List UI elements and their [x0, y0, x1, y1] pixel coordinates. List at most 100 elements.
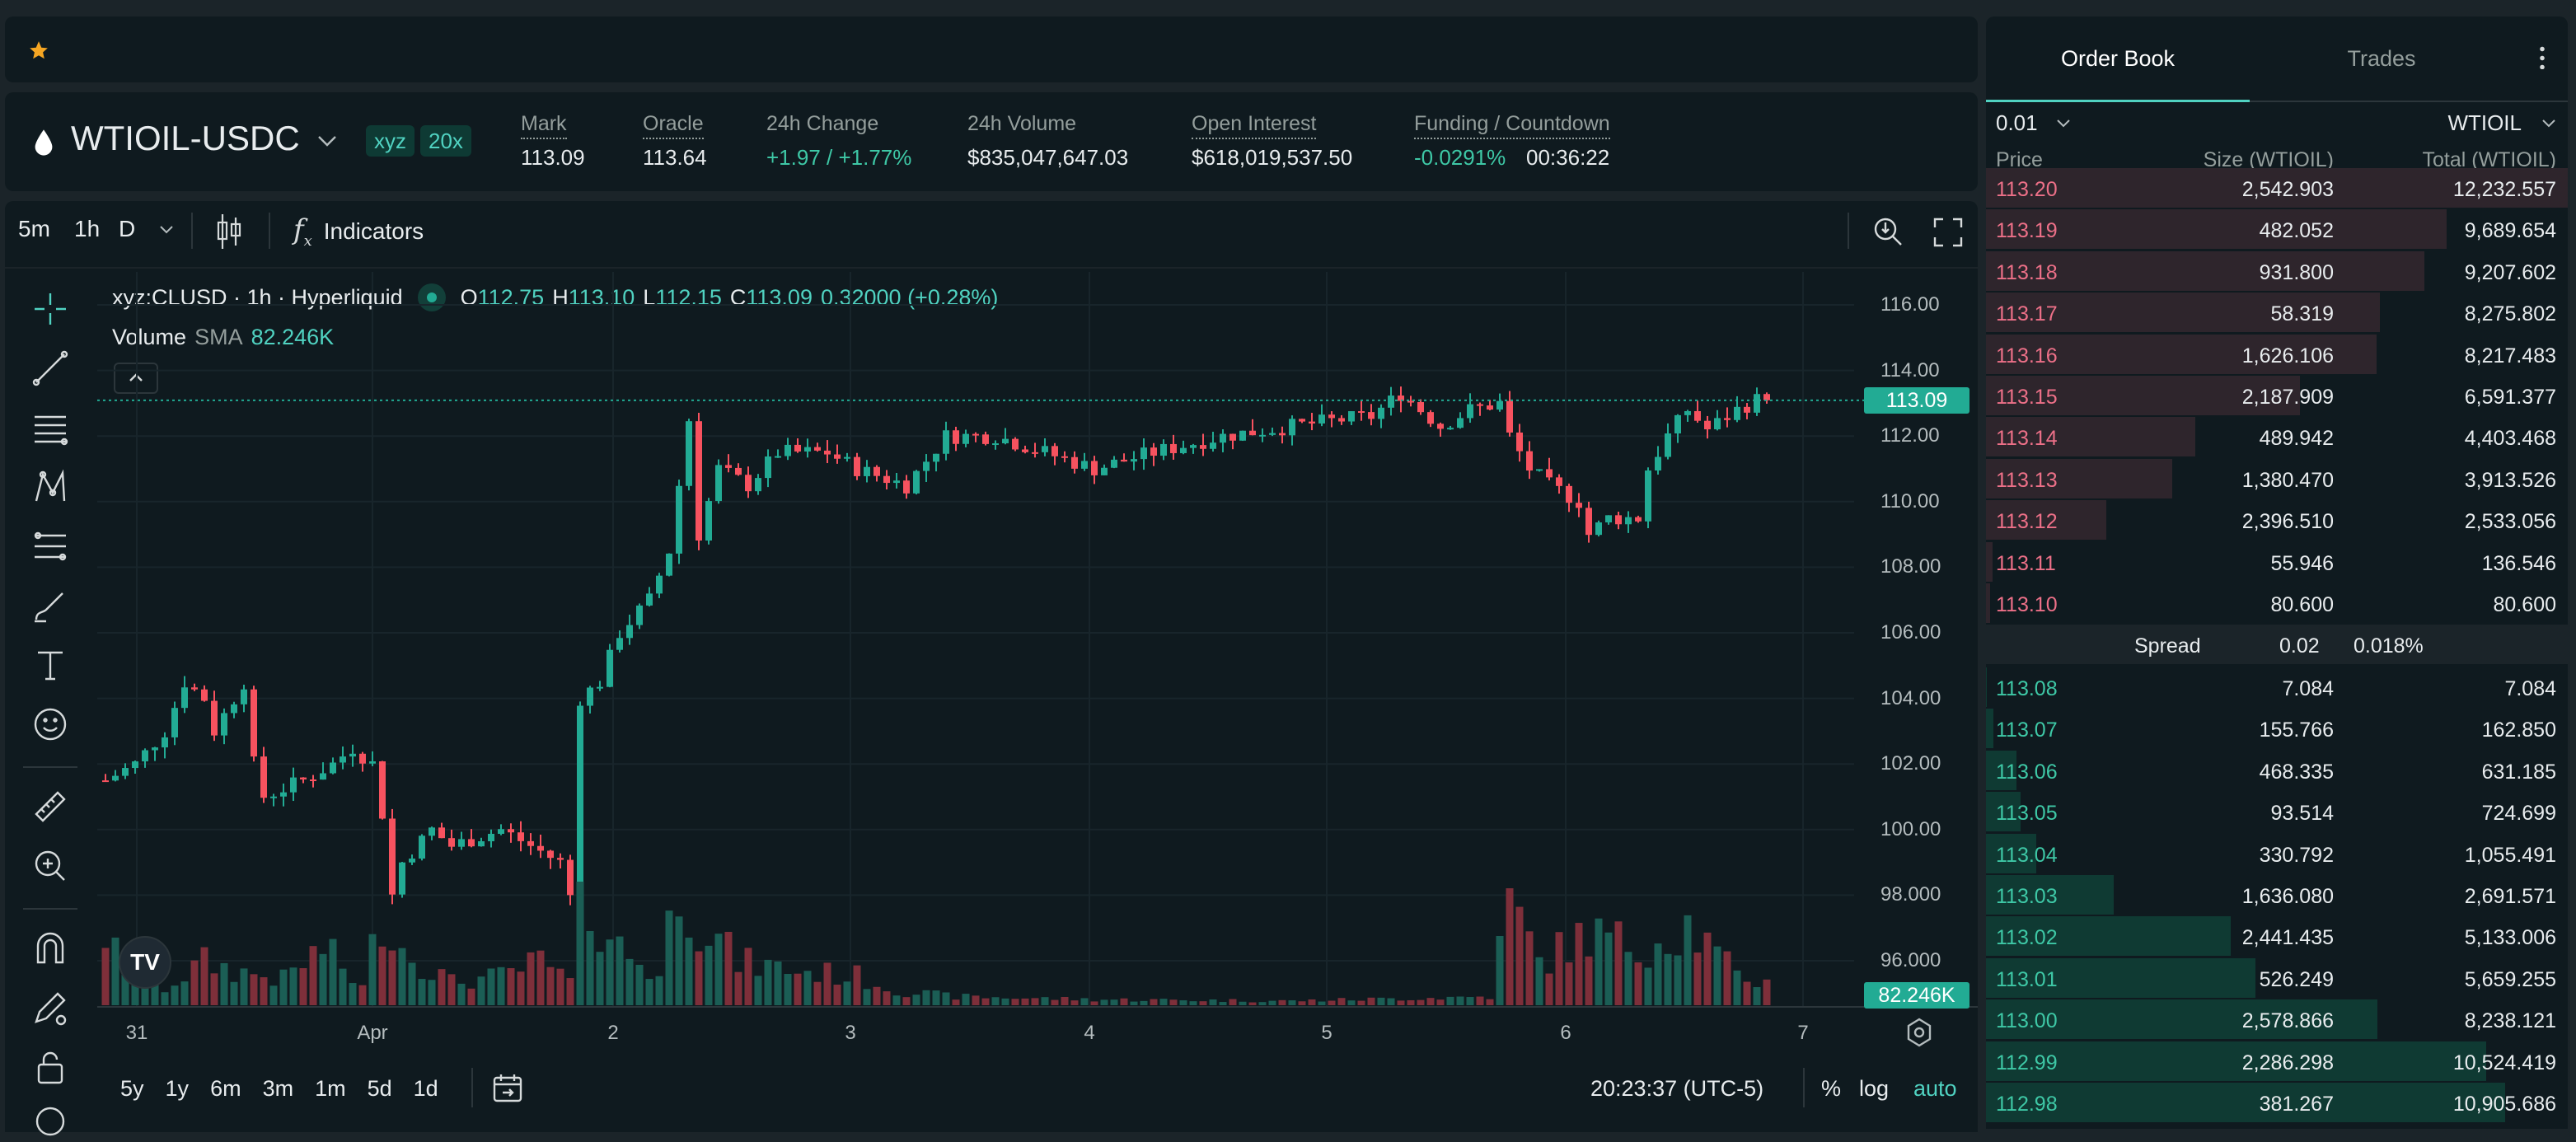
size: 155.766 [2259, 718, 2334, 742]
size: 2,578.866 [2241, 1009, 2334, 1033]
range-5d[interactable]: 5d [367, 1076, 392, 1101]
tab-order-book[interactable]: Order Book [2060, 46, 2176, 71]
magnet-icon[interactable] [30, 928, 71, 969]
price-tick: 104.00 [1880, 686, 1941, 709]
date-range-icon[interactable] [491, 1071, 524, 1104]
interval-1h[interactable]: 1h [74, 216, 101, 241]
log-toggle[interactable]: log [1859, 1076, 1890, 1101]
fullscreen-icon[interactable] [1933, 218, 1963, 247]
total: 8,275.802 [2464, 302, 2556, 326]
size: 7.084 [2282, 677, 2334, 700]
volume-label: 24h Volume [967, 112, 1077, 135]
range-6m[interactable]: 6m [210, 1076, 241, 1101]
price: 113.12 [1996, 510, 2058, 534]
ask-row[interactable]: 113.14 489.942 4,403.468 [1986, 417, 2568, 457]
draw-lock-icon[interactable] [30, 987, 71, 1028]
total: 1,055.491 [2464, 843, 2556, 867]
leverage-badge[interactable]: 20x [420, 125, 471, 157]
price: 113.14 [1996, 427, 2058, 451]
bid-row[interactable]: 113.04 330.792 1,055.491 [1986, 833, 2568, 873]
time-tick: 2 [607, 1022, 619, 1044]
clock[interactable]: 20:23:37 (UTC-5) [1590, 1076, 1764, 1101]
text-icon[interactable] [30, 644, 71, 686]
size: 80.600 [2270, 593, 2334, 616]
size: 330.792 [2259, 843, 2334, 867]
total: 80.600 [2493, 593, 2556, 616]
trend-line-icon[interactable] [30, 348, 71, 389]
change-label: 24h Change [766, 112, 879, 135]
bid-row[interactable]: 113.02 2,441.435 5,133.006 [1986, 916, 2568, 957]
star-icon[interactable] [28, 40, 49, 61]
range-5y[interactable]: 5y [120, 1076, 144, 1101]
ask-row[interactable]: 113.15 2,187.909 6,591.377 [1986, 376, 2568, 415]
more-options-icon[interactable] [2540, 44, 2545, 69]
chevron-down-icon[interactable] [158, 224, 175, 236]
bid-row[interactable]: 113.07 155.766 162.850 [1986, 709, 2568, 749]
size: 489.942 [2259, 427, 2334, 451]
depth-bar [1986, 999, 2378, 1040]
depth-bar [1986, 957, 2255, 998]
ask-row[interactable]: 113.18 931.800 9,207.602 [1986, 250, 2568, 291]
projection-icon[interactable] [30, 526, 71, 567]
bid-row[interactable]: 112.98 381.267 10,905.686 [1986, 1083, 2568, 1122]
ask-row[interactable]: 113.12 2,396.510 2,533.056 [1986, 500, 2568, 541]
interval-d[interactable]: D [119, 216, 136, 241]
bid-row[interactable]: 112.99 2,286.298 10,524.419 [1986, 1041, 2568, 1081]
collapse-legend-button[interactable] [114, 363, 158, 394]
brush-icon[interactable] [30, 585, 71, 626]
ask-row[interactable]: 113.11 55.946 136.546 [1986, 541, 2568, 582]
range-3m[interactable]: 3m [262, 1076, 294, 1101]
change-value: +1.97 / +1.77% [766, 145, 912, 170]
depth-bar [1986, 750, 2016, 790]
mark-label: Mark [521, 112, 567, 139]
auto-toggle[interactable]: auto [1913, 1076, 1957, 1101]
drawing-toolbar [5, 269, 94, 1136]
last-price-label: 113.09 [1864, 387, 1969, 414]
crosshair-icon[interactable] [30, 288, 71, 330]
zoom-search-icon[interactable] [1871, 214, 1905, 249]
total: 4,403.468 [2464, 427, 2556, 451]
bid-row[interactable]: 113.05 93.514 724.699 [1986, 792, 2568, 832]
fib-lines-icon[interactable] [30, 407, 71, 448]
chevron-down-icon [2056, 119, 2070, 127]
legend-close: 113.09 [746, 284, 813, 310]
range-1y[interactable]: 1y [165, 1076, 190, 1101]
bid-row[interactable]: 113.08 7.084 7.084 [1986, 667, 2568, 707]
bid-row[interactable]: 113.00 2,578.866 8,238.121 [1986, 999, 2568, 1040]
tab-trades[interactable]: Trades [2347, 46, 2416, 71]
tick-size-select[interactable]: 0.01 [1996, 110, 2071, 136]
ask-row[interactable]: 113.10 80.600 80.600 [1986, 583, 2568, 623]
legend-title[interactable]: xyz:CLUSD · 1h · Hyperliquid [112, 284, 403, 310]
chevron-down-icon[interactable] [316, 133, 338, 148]
candlestick-type-icon[interactable] [214, 213, 244, 250]
range-1m[interactable]: 1m [315, 1076, 346, 1101]
ask-row[interactable]: 113.20 2,542.903 12,232.557 [1986, 168, 2568, 208]
divider [1848, 213, 1849, 249]
bid-row[interactable]: 113.06 468.335 631.185 [1986, 750, 2568, 790]
emoji-icon[interactable] [30, 704, 71, 745]
range-1d[interactable]: 1d [413, 1076, 438, 1101]
indicators-button[interactable]: fx Indicators [293, 213, 424, 250]
gear-icon[interactable] [1904, 1017, 1935, 1048]
legend-h-label: H [552, 284, 569, 310]
zoom-in-icon[interactable] [30, 845, 71, 887]
volume-legend-label[interactable]: Volume [112, 325, 187, 349]
ask-row[interactable]: 113.17 58.319 8,275.802 [1986, 293, 2568, 333]
symbol-selector[interactable]: WTIOIL-USDC [71, 119, 300, 157]
pattern-icon[interactable] [30, 466, 71, 508]
price: 113.15 [1996, 386, 2058, 409]
percent-toggle[interactable]: % [1821, 1076, 1842, 1101]
oracle-label: Oracle [643, 112, 704, 139]
ask-row[interactable]: 113.13 1,380.470 3,913.526 [1986, 458, 2568, 498]
interval-5m[interactable]: 5m [18, 216, 50, 241]
ask-row[interactable]: 113.16 1,626.106 8,217.483 [1986, 334, 2568, 374]
price: 113.07 [1996, 718, 2058, 742]
tradingview-logo[interactable]: TV [119, 936, 171, 989]
bid-row[interactable]: 113.01 526.249 5,659.255 [1986, 957, 2568, 998]
unit-select[interactable]: WTIOIL [2447, 110, 2556, 136]
lock-icon[interactable] [30, 1046, 71, 1088]
ruler-icon[interactable] [30, 786, 71, 827]
ask-row[interactable]: 113.19 482.052 9,689.654 [1986, 209, 2568, 250]
size: 381.267 [2259, 1093, 2334, 1116]
bid-row[interactable]: 113.03 1,636.080 2,691.571 [1986, 875, 2568, 915]
